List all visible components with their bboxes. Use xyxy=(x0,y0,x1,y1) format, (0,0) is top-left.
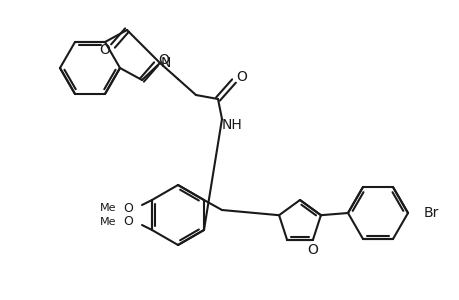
Text: O: O xyxy=(123,202,133,214)
Text: Me: Me xyxy=(99,217,116,227)
Text: Br: Br xyxy=(423,206,438,220)
Text: NH: NH xyxy=(221,118,242,132)
Text: Me: Me xyxy=(99,203,116,213)
Text: O: O xyxy=(99,43,110,57)
Text: O: O xyxy=(307,243,318,257)
Text: O: O xyxy=(158,53,169,67)
Text: O: O xyxy=(236,70,247,84)
Text: N: N xyxy=(161,56,171,70)
Text: O: O xyxy=(123,215,133,229)
